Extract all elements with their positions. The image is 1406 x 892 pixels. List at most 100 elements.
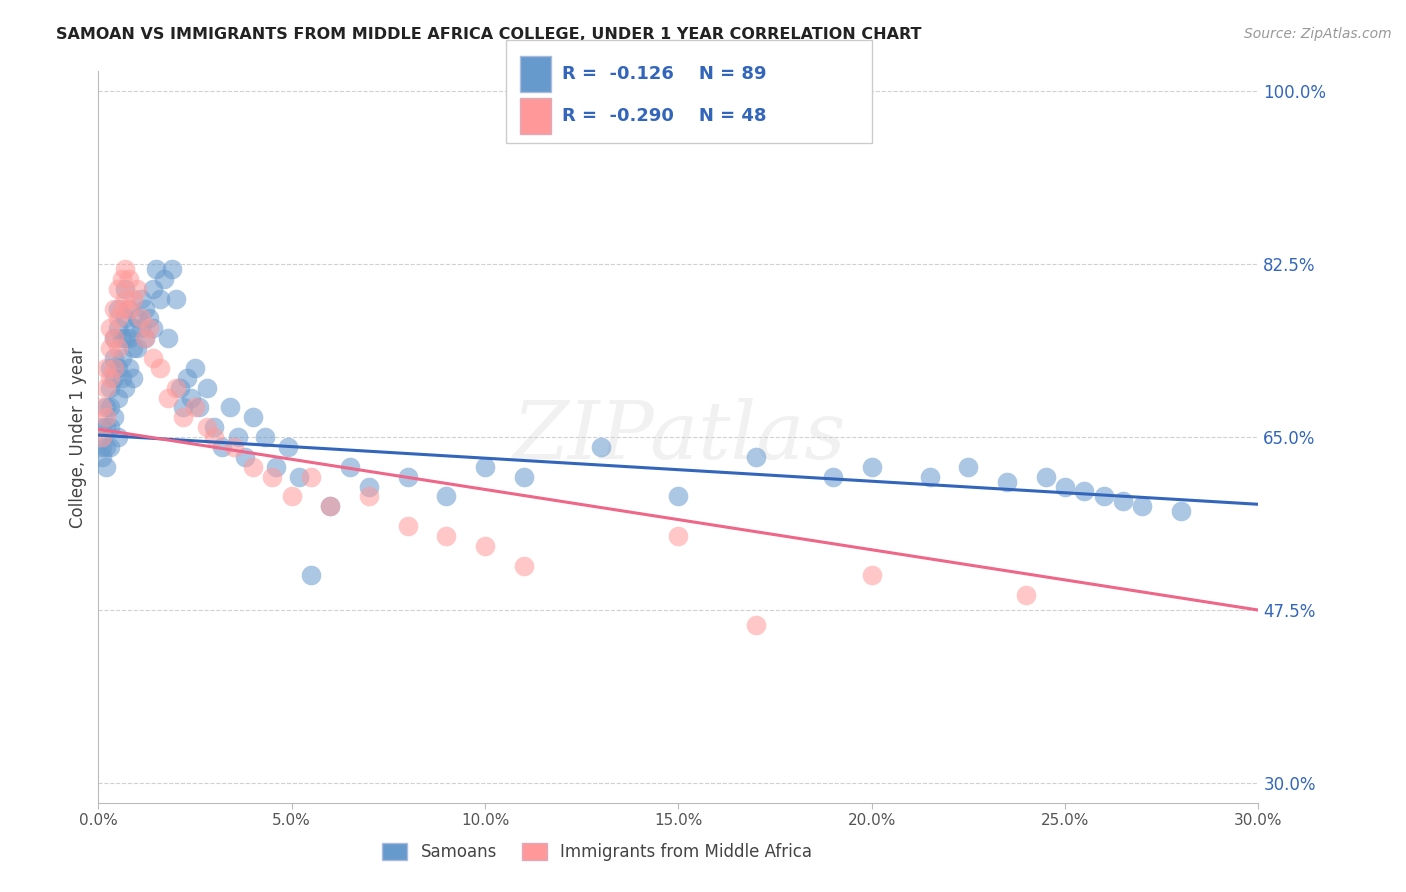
Point	[114, 292, 136, 306]
Point	[118, 301, 141, 316]
Point	[114, 282, 136, 296]
Point	[114, 311, 136, 326]
Text: ZIPatlas: ZIPatlas	[512, 399, 845, 475]
Point	[172, 410, 194, 425]
Point	[107, 360, 129, 375]
Point	[242, 459, 264, 474]
Point	[138, 321, 160, 335]
Text: Source: ZipAtlas.com: Source: ZipAtlas.com	[1244, 27, 1392, 41]
Point	[91, 430, 114, 444]
Point	[436, 529, 458, 543]
Point	[129, 321, 152, 335]
Point	[860, 459, 883, 474]
Text: R =  -0.290    N = 48: R = -0.290 N = 48	[562, 107, 766, 125]
Point	[226, 430, 249, 444]
Point	[180, 391, 202, 405]
Point	[98, 360, 121, 375]
Point	[299, 469, 322, 483]
Point	[396, 469, 419, 483]
Point	[107, 301, 129, 316]
Point	[165, 292, 187, 306]
Point	[745, 450, 768, 464]
Point	[98, 420, 121, 434]
Point	[396, 519, 419, 533]
Point	[995, 475, 1018, 489]
Point	[122, 371, 145, 385]
Point	[860, 568, 883, 582]
Point	[91, 450, 114, 464]
Point	[103, 331, 125, 345]
Point	[165, 381, 187, 395]
Point	[153, 272, 176, 286]
Point	[288, 469, 311, 483]
Legend: Samoans, Immigrants from Middle Africa: Samoans, Immigrants from Middle Africa	[375, 836, 818, 868]
Point	[957, 459, 980, 474]
Point	[1054, 479, 1077, 493]
Point	[141, 351, 165, 365]
Point	[114, 331, 136, 345]
Point	[157, 391, 180, 405]
Point	[107, 321, 129, 335]
Point	[281, 489, 304, 503]
Point	[176, 371, 198, 385]
Point	[103, 301, 125, 316]
Point	[107, 311, 129, 326]
Point	[98, 401, 121, 415]
Point	[262, 469, 284, 483]
Point	[107, 430, 129, 444]
Point	[277, 440, 299, 454]
Point	[219, 401, 242, 415]
Point	[745, 618, 768, 632]
Point	[188, 401, 211, 415]
Text: SAMOAN VS IMMIGRANTS FROM MIDDLE AFRICA COLLEGE, UNDER 1 YEAR CORRELATION CHART: SAMOAN VS IMMIGRANTS FROM MIDDLE AFRICA …	[56, 27, 922, 42]
Point	[513, 469, 536, 483]
Point	[169, 381, 191, 395]
Point	[114, 262, 136, 277]
Point	[103, 360, 125, 375]
Point	[1073, 484, 1095, 499]
Point	[319, 500, 342, 514]
Point	[149, 360, 172, 375]
Point	[1035, 469, 1057, 483]
Point	[1132, 500, 1154, 514]
Point	[107, 282, 129, 296]
Point	[149, 292, 172, 306]
Text: R =  -0.126    N = 89: R = -0.126 N = 89	[562, 65, 766, 83]
Point	[96, 410, 118, 425]
Point	[114, 381, 136, 395]
Point	[118, 331, 141, 345]
Point	[118, 360, 141, 375]
Point	[98, 371, 121, 385]
Point	[138, 311, 160, 326]
Point	[107, 341, 129, 355]
Point	[96, 401, 118, 415]
Point	[127, 311, 149, 326]
Point	[195, 381, 218, 395]
Point	[91, 440, 114, 454]
Point	[141, 282, 165, 296]
Point	[91, 420, 114, 434]
Point	[111, 371, 132, 385]
Point	[1015, 588, 1038, 602]
Point	[127, 341, 149, 355]
Point	[204, 430, 226, 444]
Point	[129, 311, 152, 326]
Point	[184, 360, 207, 375]
Point	[157, 331, 180, 345]
Point	[141, 321, 165, 335]
Point	[96, 440, 118, 454]
Point	[103, 371, 125, 385]
Point	[474, 539, 496, 553]
Point	[103, 351, 125, 365]
Point	[145, 262, 167, 277]
Point	[111, 272, 132, 286]
Point	[96, 381, 118, 395]
Point	[666, 529, 689, 543]
Point	[319, 500, 342, 514]
Point	[222, 440, 245, 454]
Point	[98, 440, 121, 454]
Point	[134, 331, 156, 345]
Point	[211, 440, 233, 454]
Point	[436, 489, 458, 503]
Point	[160, 262, 183, 277]
